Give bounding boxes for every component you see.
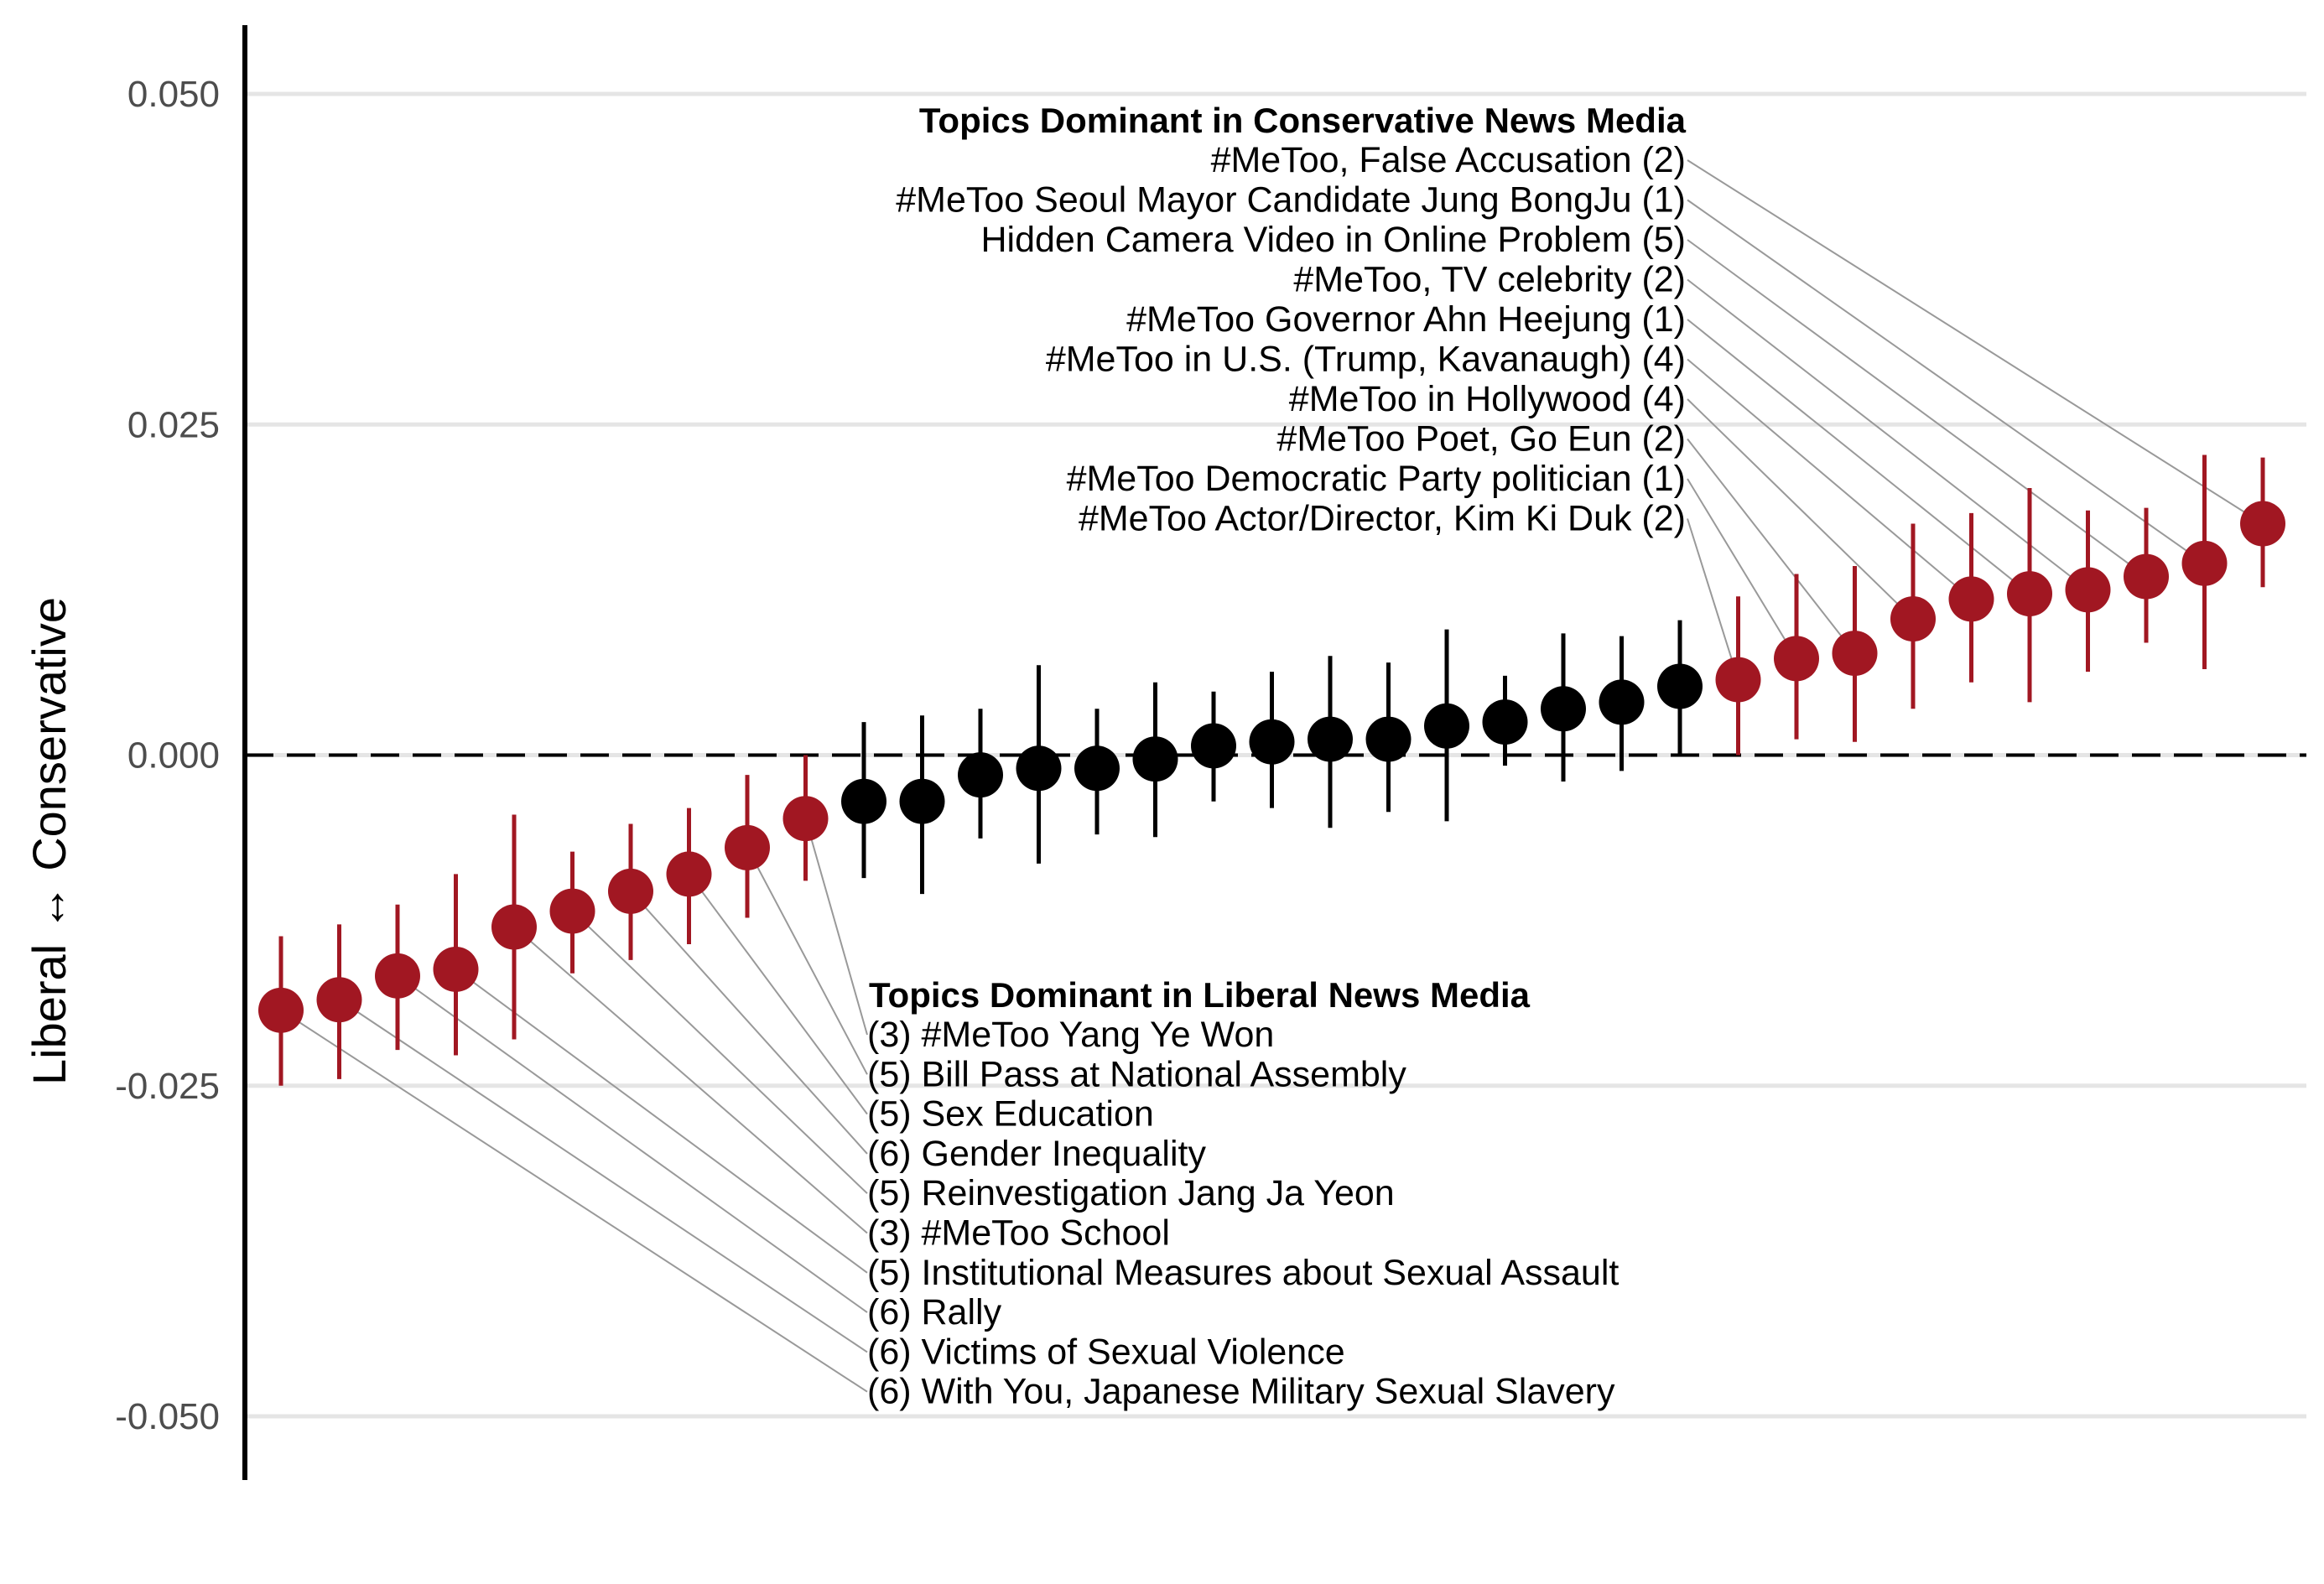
data-point (1132, 736, 1178, 782)
data-point (1074, 745, 1120, 792)
conservative-topic-label: #MeToo in Hollywood (4) (1289, 379, 1686, 419)
data-point (258, 987, 304, 1033)
leader-line (746, 847, 868, 1075)
data-point (2240, 501, 2285, 547)
conservative-topic-label: Hidden Camera Video in Online Problem (5… (980, 220, 1686, 260)
liberal-topic-label: (6) Victims of Sexual Violence (867, 1332, 1345, 1372)
data-point (899, 778, 945, 824)
data-point (1715, 657, 1761, 703)
leader-line (1687, 239, 2147, 578)
data-point (549, 888, 595, 934)
liberal-topic-label: (5) Sex Education (867, 1094, 1154, 1135)
conservative-topic-label: #MeToo in U.S. (Trump, Kavanaugh) (4) (1046, 340, 1686, 380)
data-point (2007, 571, 2052, 617)
data-point (841, 778, 886, 824)
conservative-topic-label: #MeToo Actor/Director, Kim Ki Duk (2) (1079, 499, 1686, 539)
data-point (608, 868, 653, 914)
leader-line (397, 975, 868, 1313)
data-point (958, 752, 1003, 798)
y-tick-label: -0.025 (115, 1066, 220, 1107)
leader-line (804, 818, 868, 1036)
y-tick-labels: 0.050 0.025 0.000 -0.025 -0.050 (115, 74, 220, 1437)
data-point (666, 851, 712, 897)
conservative-topic-label: #MeToo Poet, Go Eun (2) (1276, 419, 1686, 460)
data-point (1774, 636, 1819, 682)
liberal-topic-label: (6) Gender Inequality (867, 1134, 1206, 1174)
leader-line (1687, 358, 1973, 600)
leader-line (1687, 319, 2030, 595)
leader-lines (280, 159, 2264, 1393)
data-point (1599, 679, 1645, 725)
data-point (491, 904, 537, 950)
data-point (1948, 576, 1994, 622)
conservative-annotation-title: Topics Dominant in Conservative News Med… (919, 101, 1687, 140)
data-point (1016, 745, 1062, 792)
data-points (258, 501, 2285, 1033)
data-point (1249, 719, 1295, 765)
liberal-topic-label: (6) Rally (867, 1292, 1002, 1332)
leader-line (688, 873, 868, 1115)
data-point (2181, 540, 2228, 586)
conservative-topic-label: #MeToo Governor Ahn Heejung (1) (1126, 299, 1686, 340)
data-point (2124, 553, 2169, 600)
y-axis-title: Liberal ↔ Conservative (23, 597, 75, 1085)
leader-line (338, 999, 868, 1353)
data-point (316, 977, 362, 1023)
annotations: Topics Dominant in Conservative News Med… (867, 101, 1687, 1412)
data-point (1365, 716, 1412, 762)
y-tick-label: 0.025 (127, 404, 220, 445)
leader-line (1687, 278, 2089, 591)
data-point (1541, 686, 1586, 732)
conservative-topic-label: #MeToo, False Accusation (2) (1211, 140, 1686, 180)
conservative-topic-label: #MeToo, TV celebrity (2) (1293, 260, 1686, 300)
liberal-topic-label: (6) With You, Japanese Military Sexual S… (867, 1372, 1615, 1412)
data-point (782, 796, 829, 842)
leader-line (1687, 398, 1914, 620)
conservative-topic-label: #MeToo Democratic Party politician (1) (1067, 459, 1686, 499)
leader-line (630, 891, 868, 1155)
liberal-topic-label: (3) #MeToo Yang Ye Won (867, 1015, 1274, 1055)
leader-line (1687, 438, 1856, 654)
leader-line (455, 969, 868, 1274)
data-point (725, 824, 770, 870)
liberal-annotation-title: Topics Dominant in Liberal News Media (869, 975, 1531, 1015)
data-point (1832, 631, 1878, 677)
y-tick-label: 0.000 (127, 735, 220, 776)
data-point (2065, 567, 2111, 613)
data-point (433, 946, 479, 992)
data-point (1191, 723, 1236, 769)
liberal-topic-label: (3) #MeToo School (867, 1213, 1170, 1254)
y-tick-label: -0.050 (115, 1396, 220, 1437)
leader-line (1687, 518, 1739, 680)
data-point (375, 953, 420, 999)
leader-line (1687, 159, 2264, 525)
data-point (1308, 716, 1353, 762)
leader-line (513, 926, 868, 1234)
leader-line (1687, 199, 2206, 564)
y-tick-label: 0.050 (127, 74, 220, 115)
leader-line (280, 1010, 868, 1393)
leader-line (1687, 478, 1797, 659)
leader-line (571, 910, 868, 1194)
conservative-topic-label: #MeToo Seoul Mayor Candidate Jung BongJu… (896, 180, 1686, 221)
data-point (1424, 703, 1469, 749)
data-point (1890, 596, 1936, 642)
data-point (1657, 663, 1703, 709)
liberal-topic-label: (5) Reinvestigation Jang Ja Yeon (867, 1173, 1395, 1213)
data-point (1482, 699, 1528, 745)
liberal-topic-label: (5) Bill Pass at National Assembly (867, 1054, 1406, 1094)
liberal-topic-label: (5) Institutional Measures about Sexual … (867, 1253, 1619, 1293)
